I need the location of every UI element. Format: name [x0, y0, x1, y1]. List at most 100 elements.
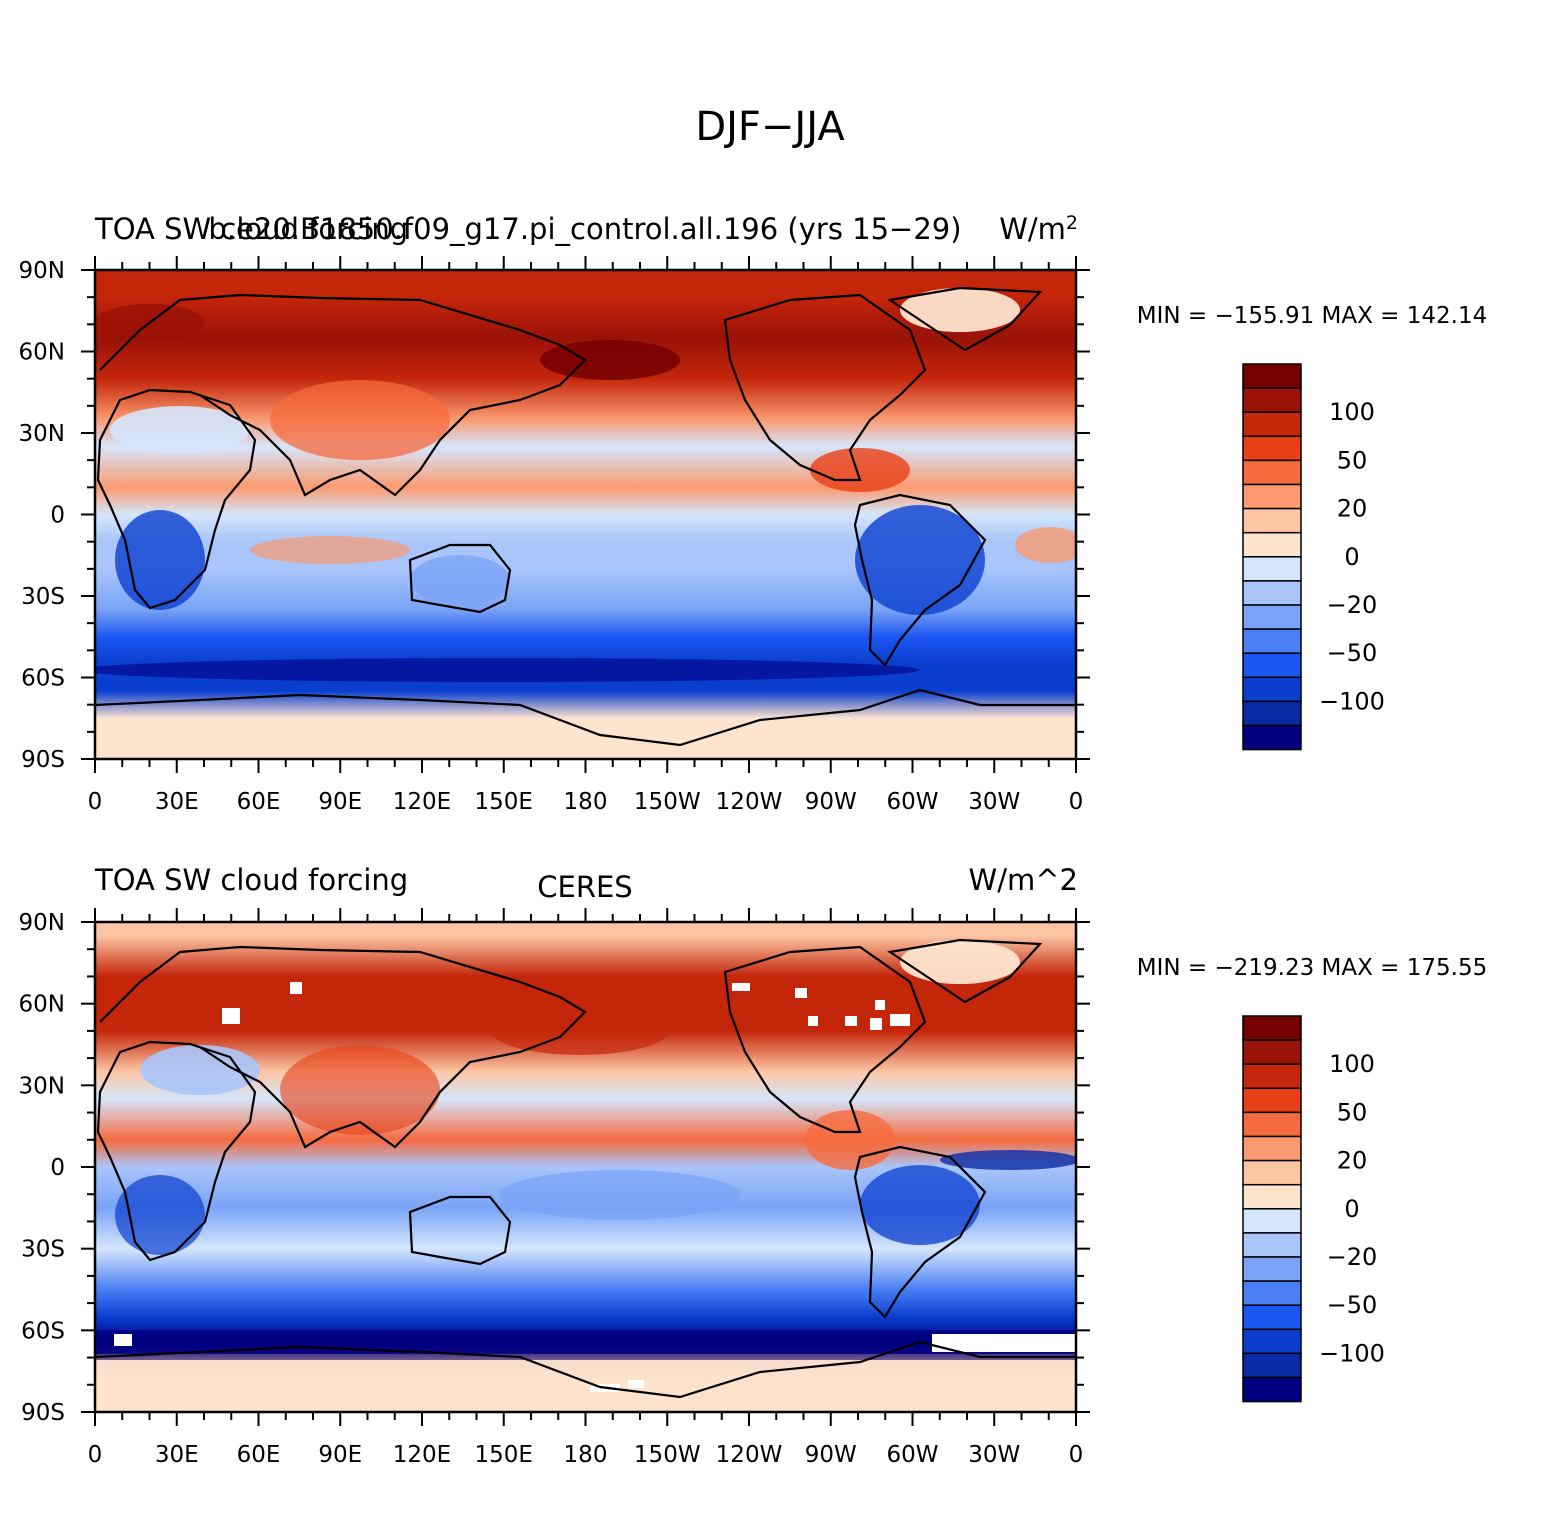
x-tick-label: 30E [155, 789, 199, 815]
anomaly-south-pacific-high [250, 536, 410, 564]
x-tick-label: 150W [634, 789, 701, 815]
x-tick-label: 180 [564, 789, 608, 815]
map-model-anomalies [95, 288, 1076, 682]
panel-obs-units: W/m^2 [969, 863, 1078, 897]
figure-title: DJF−JJA [695, 104, 845, 150]
colorbar-segment [1242, 1111, 1302, 1138]
anomaly-africa-low [115, 510, 205, 610]
x-tick-label: 0 [1069, 1442, 1084, 1468]
map-model-yaxis: 90N 60N 30N 0 30S 60S 90S [19, 258, 1090, 773]
y-tick-label: 60S [21, 1318, 65, 1344]
y-tick-label: 90N [19, 258, 65, 284]
panel-model-units-base: W/m [999, 212, 1066, 246]
x-tick-label: 150E [475, 1442, 533, 1468]
missing-cell [114, 1334, 132, 1346]
map-obs-xaxis: 0 30E 60E 90E 120E 150E 180 150W 120W 90W 60W 30W 0 [88, 908, 1084, 1468]
anomaly-south-pacific-low [500, 1170, 740, 1220]
y-tick-label: 30S [21, 584, 65, 610]
map-obs-yaxis: 90N 60N 30N 0 30S 60S 90S [19, 910, 1090, 1426]
colorbar-segment [1242, 1159, 1302, 1186]
x-tick-label: 120W [716, 789, 783, 815]
panel-obs-center-title: CERES [537, 870, 632, 904]
x-tick-label: 120W [716, 1442, 783, 1468]
colorbar-segment [1242, 1183, 1302, 1210]
colorbar-segment [1242, 435, 1302, 462]
colorbar-label: 0 [1344, 543, 1359, 571]
colorbar-label: 100 [1329, 1050, 1375, 1078]
missing-cell [875, 1000, 885, 1010]
colorbar-label: 100 [1329, 398, 1375, 426]
colorbar-label: 0 [1344, 1195, 1359, 1223]
coast-africa [96, 1040, 257, 1262]
colorbar-segment [1242, 652, 1302, 679]
coast-antarctica [95, 688, 1076, 747]
anomaly-south-atlantic-high [1015, 527, 1076, 563]
x-tick-label: 60W [886, 789, 938, 815]
anomaly-sahara-low [140, 1045, 260, 1095]
coastlines-model [95, 286, 1076, 747]
panel-obs: TOA SW cloud forcing CERES W/m^2 [19, 863, 1488, 1468]
colorbar-segment [1242, 507, 1302, 534]
x-tick-label: 0 [1069, 789, 1084, 815]
missing-cell [890, 1014, 910, 1026]
colorbar-label: −100 [1319, 1339, 1385, 1367]
colorbar-obs: 100 50 20 0 −20 −50 −100 [1242, 1015, 1385, 1403]
anomaly-south-america-low [860, 1165, 980, 1245]
colorbar-segment [1242, 1280, 1302, 1306]
coast-greenland [887, 938, 1043, 1004]
anomaly-sahara-low [110, 406, 250, 454]
x-tick-label: 60E [237, 789, 281, 815]
coast-antarctica [95, 1340, 1076, 1399]
missing-cell [808, 1016, 818, 1026]
colorbar-label: 20 [1337, 495, 1368, 523]
x-tick-label: 60W [886, 1442, 938, 1468]
colorbar-segment [1242, 531, 1302, 558]
y-tick-label: 90S [21, 747, 65, 773]
panel-model-center-title: b.e20.B1850.f09_g17.pi_control.all.196 (… [208, 212, 961, 246]
colorbar-label: −50 [1327, 639, 1378, 667]
colorbar-segment [1242, 1208, 1302, 1234]
colorbar-segment [1242, 1063, 1302, 1090]
colorbar-label: −50 [1327, 1291, 1378, 1319]
colorbar-segment [1242, 1256, 1302, 1282]
x-tick-label: 150W [634, 1442, 701, 1468]
panel-model-units: W/m2 [999, 212, 1078, 246]
missing-cell [290, 982, 302, 994]
missing-cell [870, 1018, 882, 1030]
y-tick-label: 60N [19, 992, 65, 1018]
x-tick-label: 0 [88, 789, 103, 815]
x-tick-label: 30E [155, 1442, 199, 1468]
coast-australia [408, 1195, 512, 1266]
x-tick-label: 150E [475, 789, 533, 815]
colorbar-segment [1242, 387, 1302, 413]
coast-greenland [887, 286, 1043, 352]
anomaly-central-america-high [805, 1110, 895, 1170]
colorbar-segment [1242, 700, 1302, 727]
colorbar-label: −20 [1327, 591, 1378, 619]
colorbar-segment [1242, 604, 1302, 630]
coast-australia [408, 543, 512, 614]
map-obs: 0 30E 60E 90E 120E 150E 180 150W 120W 90W 60W 30W 0 … [19, 908, 1090, 1468]
x-tick-label: 90E [318, 1442, 362, 1468]
coast-eurasia [99, 945, 587, 1149]
x-tick-label: 90W [805, 1442, 857, 1468]
colorbar-segment [1242, 411, 1302, 438]
panel-model-stats: MIN = −155.91 MAX = 142.14 [1137, 303, 1488, 329]
colorbar-segment [1242, 1015, 1302, 1041]
y-tick-label: 0 [50, 1155, 65, 1181]
missing-cell [628, 1380, 644, 1388]
y-tick-label: 30N [19, 1073, 65, 1099]
coast-south-america [853, 1145, 987, 1319]
anomaly-greenland-low [900, 940, 1020, 984]
colorbar-segment [1242, 628, 1302, 654]
coast-eurasia [99, 293, 587, 497]
anomaly-atlantic-equatorial-low [940, 1150, 1076, 1170]
colorbar-segment [1242, 676, 1302, 703]
missing-cell [222, 1008, 240, 1024]
panel-obs-left-title: TOA SW cloud forcing [94, 863, 408, 897]
x-tick-label: 60E [237, 1442, 281, 1468]
anomaly-n-pacific-high [490, 1005, 670, 1055]
coast-north-america [723, 945, 927, 1134]
anomaly-asia-high [270, 380, 450, 460]
